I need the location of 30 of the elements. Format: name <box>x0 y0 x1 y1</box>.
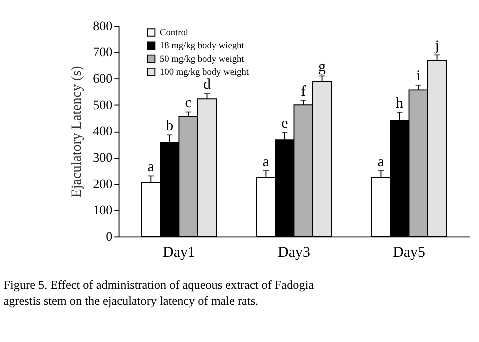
data-label: a <box>148 160 155 176</box>
legend-label: 50 mg/kg body weight <box>160 54 245 65</box>
x-tick-label: Day5 <box>393 244 426 261</box>
y-tick-label: 700 <box>93 44 114 60</box>
x-tick-label: Day3 <box>278 244 310 261</box>
y-tick-label: 200 <box>93 176 114 192</box>
data-label: d <box>204 77 212 94</box>
y-tick-label: 600 <box>93 71 114 86</box>
data-label: g <box>318 60 327 76</box>
y-tick-label: 500 <box>93 97 114 112</box>
data-label: b <box>166 118 174 134</box>
data-label: j <box>434 38 440 54</box>
caption: Figure 5. Effect of administration of aqueous extract of Fadogia agrestis stem on the ejaculatory latency of male rats. <box>4 278 315 308</box>
y-tick-label: 0 <box>106 228 114 244</box>
y-axis-title: Ejaculatory Latency (s) <box>68 66 85 198</box>
legend-label: 100 mg/kg body weight <box>160 68 250 78</box>
y-tick-label: 300 <box>93 150 114 165</box>
data-label: c <box>185 96 192 112</box>
y-tick-label: 100 <box>93 202 114 218</box>
data-label: a <box>262 154 270 170</box>
x-tick-label: Day1 <box>163 244 196 261</box>
data-label: f <box>301 84 306 100</box>
data-label: a <box>378 154 385 170</box>
legend-label: 18 mg/kg body wieght <box>160 42 245 52</box>
y-tick-label: 400 <box>93 124 114 139</box>
data-label: e <box>282 116 289 132</box>
legend-label: Control <box>160 28 189 39</box>
data-label: h <box>396 96 404 112</box>
data-label: i <box>416 68 421 85</box>
y-tick-label: 800 <box>93 18 114 34</box>
